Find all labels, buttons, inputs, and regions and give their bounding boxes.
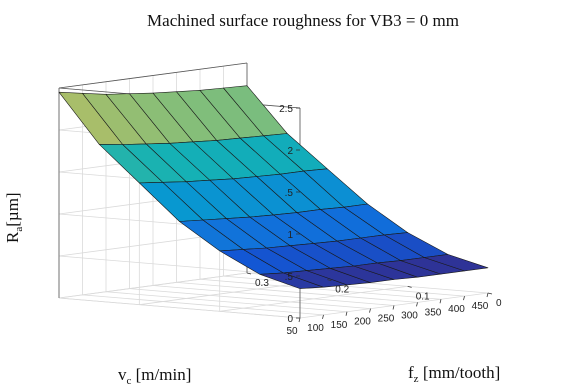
grid-line: [199, 278, 442, 300]
grid-line: [58, 272, 248, 299]
x-tick-mark: [463, 296, 465, 301]
grid-line: [105, 291, 348, 313]
chart-title: Machined surface roughness for VB3 = 0 m…: [147, 11, 459, 30]
y-tick-mark: [407, 285, 412, 288]
box-edge: [58, 62, 248, 89]
y-tick-label: 0.1: [416, 291, 430, 302]
z-tick-label: .5: [285, 272, 294, 283]
y-tick-mark: [327, 279, 332, 282]
z-tick-label: 1: [287, 230, 293, 241]
grid-line: [219, 285, 408, 312]
x-tick-label: 300: [401, 310, 418, 321]
x-tick-mark: [345, 311, 348, 316]
x-tick-label: 450: [472, 301, 489, 312]
x-tick-label: 200: [354, 317, 371, 328]
x-tick-label: 100: [307, 323, 324, 334]
x-tick-mark: [439, 299, 442, 304]
x-tick-mark: [392, 305, 395, 310]
y-tick-mark: [487, 292, 493, 295]
z-axis-title-sub: a: [13, 227, 25, 232]
y-tick-label: 0: [496, 298, 502, 309]
axes-layer: 50 100 150 200 250 300 350 400 450 0 0.1 0.2 0.3 0 .5 1…: [246, 104, 502, 337]
surface-facet: [423, 254, 489, 272]
y-axis-title: fz [mm/tooth]: [408, 363, 500, 385]
z-axis-title: Ra[µm]: [3, 192, 25, 243]
surface-layer: [58, 85, 489, 289]
grid-line: [82, 294, 324, 316]
x-axis-title-sub: c: [127, 375, 132, 387]
grid-line: [176, 281, 418, 303]
z-axis-title-main: R: [3, 231, 22, 243]
z-tick-label: 2: [287, 146, 293, 157]
grid-line: [129, 288, 371, 310]
x-tick-mark: [322, 314, 324, 319]
grid-line: [58, 297, 301, 319]
x-tick-mark: [369, 308, 371, 313]
x-axis-title: vc [m/min]: [118, 365, 191, 387]
x-tick-label: 50: [286, 326, 298, 337]
z-tick-label: .5: [285, 188, 294, 199]
z-tick-label: 0: [287, 314, 293, 325]
grid-line: [223, 275, 465, 297]
y-axis-title-sub: z: [414, 373, 419, 385]
y-tick-label: 0.3: [255, 278, 269, 289]
x-axis-title-unit: [m/min]: [131, 365, 191, 384]
x-axis-title-main: v: [118, 365, 127, 384]
x-tick-label: 350: [425, 307, 442, 318]
x-tick-label: 400: [448, 304, 465, 315]
y-axis-title-main: f: [408, 363, 414, 382]
x-tick-mark: [486, 292, 489, 298]
y-tick-label: 0.2: [335, 285, 349, 296]
z-tick-label: 2.5: [279, 104, 293, 115]
x-tick-label: 150: [331, 320, 348, 331]
x-tick-mark: [298, 317, 301, 323]
z-axis-title-unit: [µm]: [3, 192, 22, 226]
grid-line: [152, 285, 395, 306]
x-tick-label: 250: [378, 314, 395, 325]
y-axis-title-unit: [mm/tooth]: [419, 363, 501, 382]
x-tick-mark: [416, 302, 418, 307]
y-tick-mark: [246, 272, 252, 275]
